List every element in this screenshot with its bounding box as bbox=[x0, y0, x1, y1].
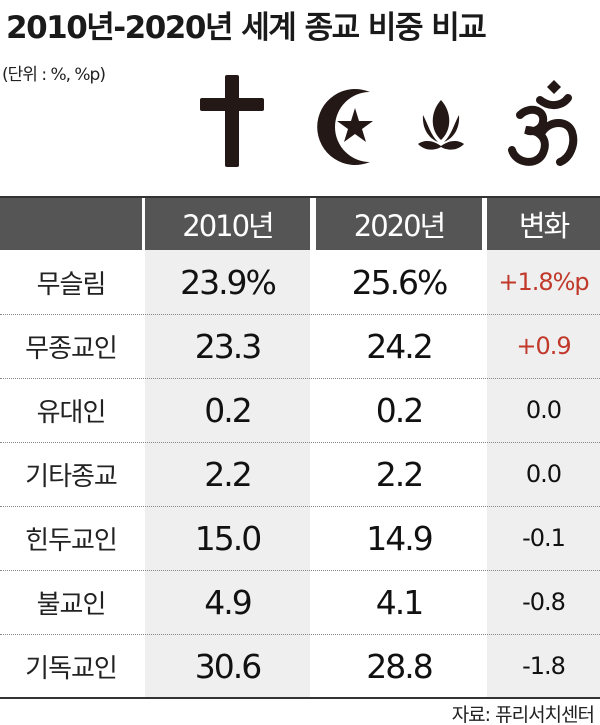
table-row: 기타종교 2.2 2.2 0.0 bbox=[0, 442, 600, 506]
value-change: -0.1 bbox=[522, 524, 566, 552]
header-change: 변화 bbox=[487, 198, 600, 250]
row-divider bbox=[0, 634, 600, 635]
source-note: 자료: 퓨리서치센터 bbox=[451, 704, 595, 725]
value-2010: 2.2 bbox=[204, 454, 252, 494]
row-divider bbox=[0, 314, 600, 315]
table-top-border bbox=[0, 196, 600, 198]
value-change: -1.8 bbox=[522, 652, 566, 680]
religion-label: 불교인 bbox=[36, 589, 107, 620]
value-2020: 28.8 bbox=[366, 646, 433, 686]
value-change: +1.8%p bbox=[498, 268, 589, 296]
value-2020: 2.2 bbox=[375, 454, 424, 494]
table-row: 불교인 4.9 4.1 -0.8 bbox=[0, 570, 600, 634]
religion-label: 기타종교 bbox=[25, 461, 118, 492]
row-divider bbox=[0, 442, 600, 443]
table-row: 힌두교인 15.0 14.9 -0.1 bbox=[0, 506, 600, 570]
unit-label: (단위 : %, %p) bbox=[2, 65, 106, 85]
value-change: -0.8 bbox=[522, 588, 566, 616]
table-row: 기독교인 30.6 28.8 -1.8 bbox=[0, 634, 600, 698]
religion-label: 힌두교인 bbox=[25, 525, 118, 556]
value-2010: 30.6 bbox=[194, 646, 262, 686]
value-2020: 25.6% bbox=[351, 262, 449, 302]
crescent-star-icon bbox=[317, 89, 373, 165]
religion-label: 무종교인 bbox=[25, 333, 118, 364]
value-2020: 14.9 bbox=[366, 518, 433, 558]
value-change: 0.0 bbox=[525, 460, 562, 488]
value-2010: 15.0 bbox=[194, 518, 262, 558]
religion-label: 무슬림 bbox=[36, 269, 107, 300]
value-2020: 24.2 bbox=[366, 326, 433, 366]
row-divider bbox=[0, 570, 600, 571]
value-2020: 4.1 bbox=[375, 582, 424, 622]
religion-label: 기독교인 bbox=[25, 653, 118, 684]
table-row: 무슬림 23.9% 25.6% +1.8%p bbox=[0, 250, 600, 314]
religion-label: 유대인 bbox=[36, 397, 107, 428]
value-change: +0.9 bbox=[516, 332, 571, 360]
row-divider bbox=[0, 378, 600, 379]
value-2010: 23.9% bbox=[180, 262, 277, 302]
value-2010: 4.9 bbox=[204, 582, 252, 622]
lotus-icon bbox=[418, 100, 464, 150]
cross-icon bbox=[200, 75, 264, 167]
column-2010-background bbox=[145, 250, 310, 698]
value-2010: 0.2 bbox=[204, 390, 252, 430]
header-2010: 2010년 bbox=[145, 198, 310, 250]
header-label-column bbox=[0, 198, 142, 250]
religion-icons bbox=[200, 75, 578, 167]
value-2020: 0.2 bbox=[375, 390, 424, 430]
table-bottom-border bbox=[0, 697, 600, 699]
value-2010: 23.3 bbox=[194, 326, 262, 366]
table-row: 유대인 0.2 0.2 0.0 bbox=[0, 378, 600, 442]
table-row: 무종교인 23.3 24.2 +0.9 bbox=[0, 314, 600, 378]
page-title: 2010년-2020년 세계 종교 비중 비교 bbox=[6, 10, 487, 46]
value-change: 0.0 bbox=[525, 396, 562, 424]
header-2020: 2020년 bbox=[316, 198, 482, 250]
column-change-background bbox=[487, 250, 600, 698]
om-icon bbox=[508, 80, 578, 166]
row-divider bbox=[0, 506, 600, 507]
